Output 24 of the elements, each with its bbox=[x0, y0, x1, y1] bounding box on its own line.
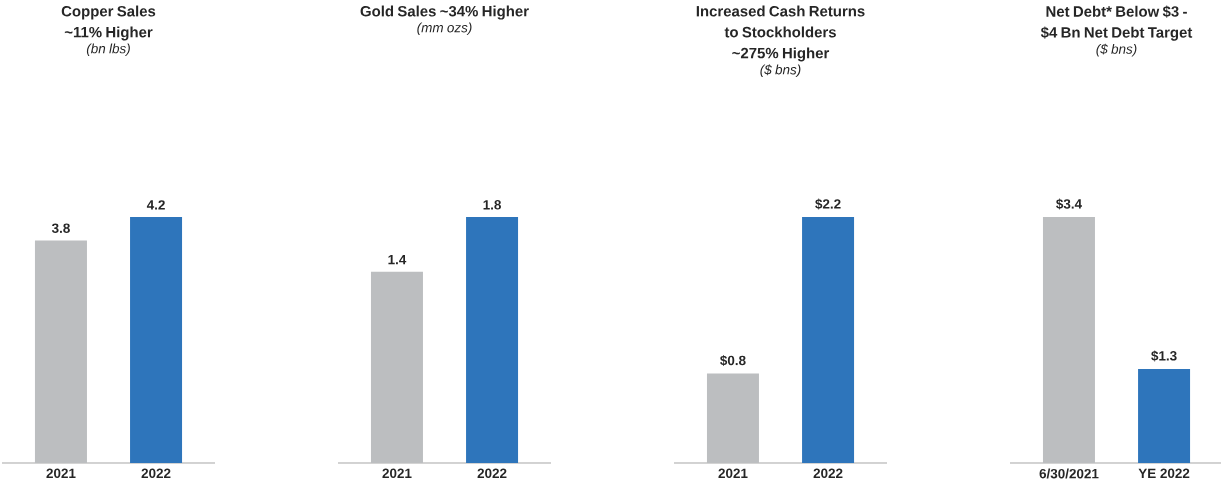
data-label: $0.8 bbox=[720, 355, 746, 367]
chart-title: Net Debt* Below $3 - $4 Bn Net Debt Target bbox=[1040, 5, 1193, 41]
data-label: 3.8 bbox=[51, 223, 70, 233]
data-label: 1.8 bbox=[483, 200, 501, 210]
data-label: $3.4 bbox=[1056, 198, 1082, 210]
x-tick-label: 2022 bbox=[141, 468, 171, 479]
chart-subtitle: (bn lbs) bbox=[86, 43, 130, 56]
x-tick-label: 2021 bbox=[46, 468, 76, 479]
x-tick-label: 6/30/2021 bbox=[1039, 468, 1099, 479]
chart-subtitle: (mm ozs) bbox=[417, 22, 472, 36]
chart-title: Increased Cash Returns to Stockholders ~275% Higher bbox=[696, 5, 865, 62]
data-label: 1.4 bbox=[388, 254, 407, 265]
chart-subtitle: ($ bns) bbox=[760, 64, 801, 78]
chart-title: Copper Sales ~11% Higher bbox=[61, 5, 156, 41]
chart-subtitle: ($ bns) bbox=[1096, 43, 1137, 57]
x-tick-label: 2022 bbox=[813, 468, 843, 479]
x-tick-label: 2021 bbox=[718, 468, 748, 479]
chart-title: Gold Sales ~34% Higher bbox=[360, 5, 529, 20]
x-tick-label: 2021 bbox=[382, 468, 412, 479]
data-label: 4.2 bbox=[146, 200, 165, 210]
x-tick-label: YE 2022 bbox=[1138, 468, 1190, 479]
x-tick-label: 2022 bbox=[477, 468, 507, 479]
data-label: $1.3 bbox=[1151, 350, 1177, 362]
data-label: $2.2 bbox=[815, 198, 841, 210]
